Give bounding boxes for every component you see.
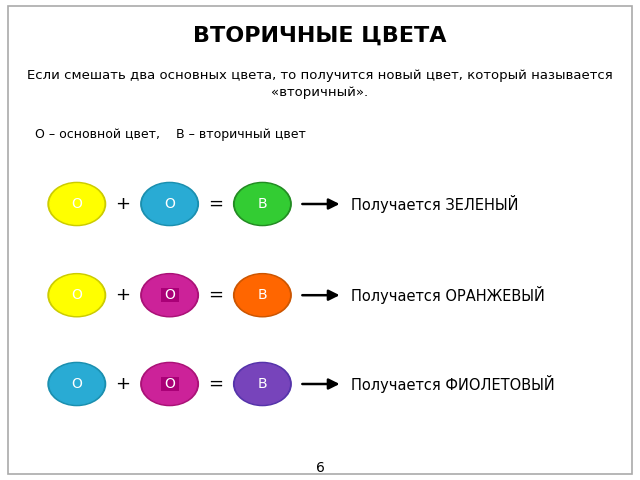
FancyBboxPatch shape [161,377,179,391]
Text: =: = [208,375,223,393]
Circle shape [48,362,106,406]
Circle shape [143,364,196,404]
Text: =: = [208,286,223,304]
Text: О: О [72,377,82,391]
Circle shape [236,184,289,224]
Text: О: О [164,288,175,302]
Circle shape [234,274,291,317]
Circle shape [141,182,198,226]
Text: Получается ЗЕЛЕНЫЙ: Получается ЗЕЛЕНЫЙ [351,195,518,213]
Text: О: О [164,377,175,391]
Text: =: = [208,195,223,213]
Text: О: О [72,288,82,302]
Text: Если смешать два основных цвета, то получится новый цвет, который называется
«вт: Если смешать два основных цвета, то полу… [27,69,613,99]
Circle shape [50,275,104,315]
Circle shape [141,274,198,317]
Text: 6: 6 [316,461,324,475]
Circle shape [50,184,104,224]
Circle shape [48,274,106,317]
Circle shape [48,182,106,226]
FancyBboxPatch shape [8,6,632,474]
Text: В: В [257,377,268,391]
Text: +: + [115,195,131,213]
Circle shape [236,364,289,404]
Circle shape [141,362,198,406]
Text: +: + [115,375,131,393]
Text: Получается ФИОЛЕТОВЫЙ: Получается ФИОЛЕТОВЫЙ [351,375,554,393]
Circle shape [234,362,291,406]
Text: О – основной цвет,    В – вторичный цвет: О – основной цвет, В – вторичный цвет [35,128,306,141]
Circle shape [234,182,291,226]
Text: В: В [257,288,268,302]
Circle shape [50,364,104,404]
Text: О: О [164,197,175,211]
Text: О: О [72,197,82,211]
Text: Получается ОРАНЖЕВЫЙ: Получается ОРАНЖЕВЫЙ [351,286,545,304]
Circle shape [236,275,289,315]
FancyBboxPatch shape [161,288,179,302]
Text: В: В [257,197,268,211]
Text: +: + [115,286,131,304]
Text: ВТОРИЧНЫЕ ЦВЕТА: ВТОРИЧНЫЕ ЦВЕТА [193,26,447,46]
Circle shape [143,184,196,224]
Circle shape [143,275,196,315]
